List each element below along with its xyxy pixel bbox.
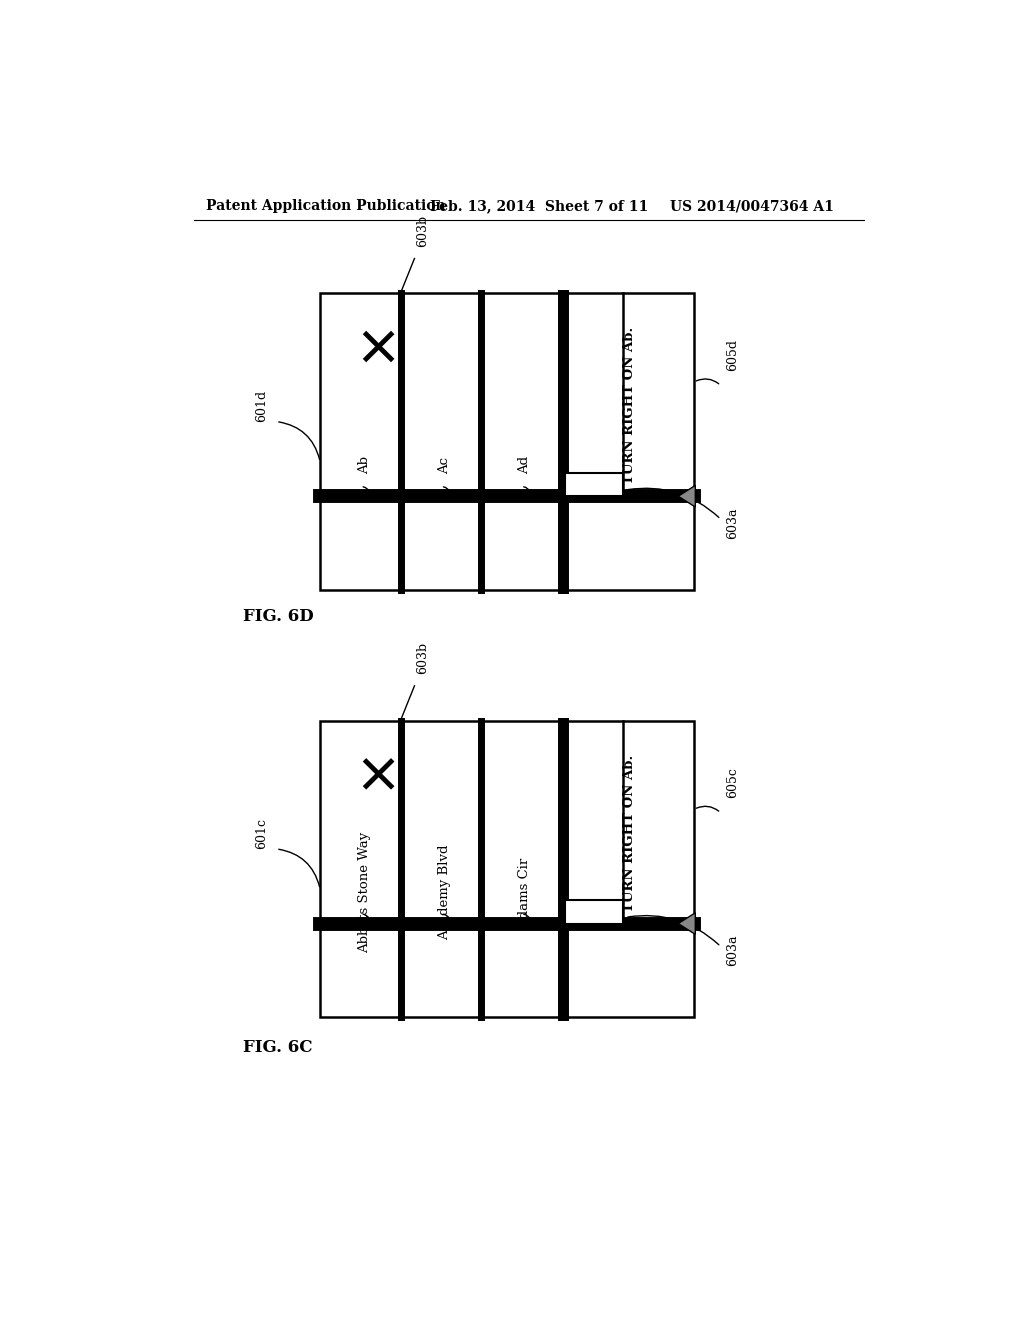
Text: 603a: 603a [726,935,739,966]
Text: Ac: Ac [438,457,451,474]
Bar [565,900,623,924]
Polygon shape [678,486,695,507]
Text: Patent Application Publication: Patent Application Publication [206,199,445,213]
Text: Ad: Ad [518,455,531,474]
Text: TURN RIGHT ON Ab.: TURN RIGHT ON Ab. [623,755,636,912]
Text: 603a: 603a [726,507,739,539]
Text: US 2014/0047364 A1: US 2014/0047364 A1 [671,199,835,213]
Text: Academy Blvd: Academy Blvd [438,845,451,940]
Text: TURN RIGHT ON Ab.: TURN RIGHT ON Ab. [623,327,636,484]
Text: 603b: 603b [416,215,429,247]
Text: Abbots Stone Way: Abbots Stone Way [357,832,371,953]
Text: 605c: 605c [726,767,739,797]
Bar [321,721,693,1016]
Text: 603b: 603b [416,642,429,675]
Bar [321,293,693,590]
Text: FIG. 6D: FIG. 6D [243,609,313,626]
Text: Feb. 13, 2014  Sheet 7 of 11: Feb. 13, 2014 Sheet 7 of 11 [430,199,648,213]
Polygon shape [678,913,695,935]
Text: FIG. 6C: FIG. 6C [243,1039,312,1056]
Text: 601c: 601c [256,818,268,849]
Text: 605d: 605d [726,339,739,371]
Text: Adams Cir: Adams Cir [518,857,531,928]
Bar [565,473,623,496]
Text: Ab: Ab [357,457,371,474]
Text: 601d: 601d [256,389,268,422]
